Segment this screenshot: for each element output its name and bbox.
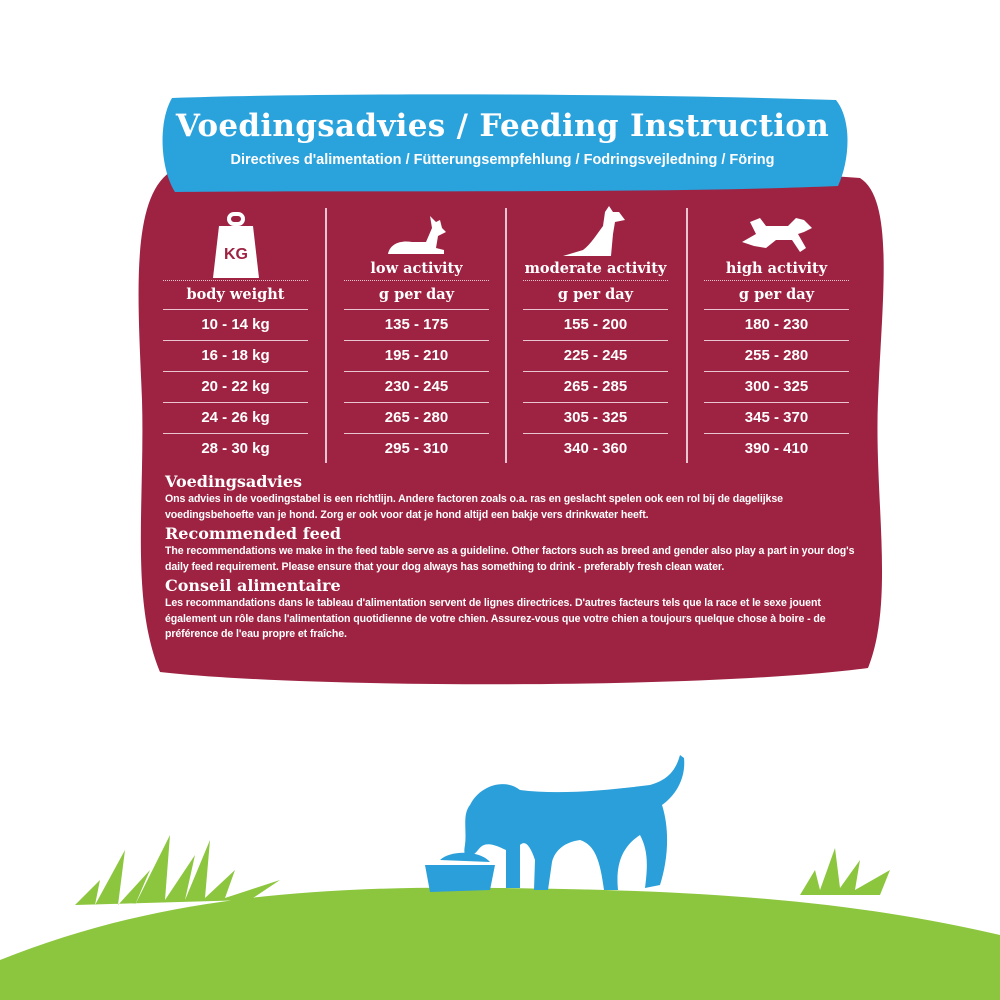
column-divider [505, 208, 507, 463]
svg-text:KG: KG [224, 246, 248, 263]
table-cell: 225 - 245 [523, 341, 668, 372]
dog-eating-illustration [425, 755, 685, 892]
running-dog-icon [704, 200, 849, 258]
table-cell: 24 - 26 kg [163, 403, 308, 434]
table-cell: 230 - 245 [344, 372, 489, 403]
table-cell: 265 - 285 [523, 372, 668, 403]
column-header: g per day [344, 280, 489, 310]
activity-label: high activity [725, 260, 828, 277]
food-bowl-icon [425, 852, 495, 892]
table-cell: 155 - 200 [523, 310, 668, 341]
activity-label: low activity [370, 260, 463, 277]
note-text-nl: Ons advies in de voedingstabel is een ri… [165, 493, 783, 521]
column-low-activity: low activity g per day 135 - 175 195 - 2… [344, 200, 489, 464]
column-body-weight: KG body weight 10 - 14 kg 16 - 18 kg 20 … [163, 200, 308, 464]
page-title: Voedingsadvies / Feeding Instruction [175, 108, 830, 144]
grass-hill [0, 887, 1000, 1000]
column-divider [325, 208, 327, 463]
table-cell: 300 - 325 [704, 372, 849, 403]
grass-tufts-icon [75, 835, 890, 905]
column-header: g per day [704, 280, 849, 310]
table-cell: 345 - 370 [704, 403, 849, 434]
column-divider [686, 208, 688, 463]
table-cell: 20 - 22 kg [163, 372, 308, 403]
title-banner [162, 94, 848, 192]
feeding-notes: Voedingsadvies Ons advies in de voedings… [165, 472, 865, 644]
table-cell: 390 - 410 [744, 440, 809, 457]
table-cell: 28 - 30 kg [201, 440, 270, 457]
column-moderate-activity: moderate activity g per day 155 - 200 22… [523, 200, 668, 464]
table-cell: 340 - 360 [563, 440, 628, 457]
column-header: g per day [523, 280, 668, 310]
column-high-activity: high activity g per day 180 - 230 255 - … [704, 200, 849, 464]
weight-kg-icon: KG [163, 200, 308, 280]
note-heading-fr: Conseil alimentaire [165, 576, 341, 595]
table-cell: 16 - 18 kg [163, 341, 308, 372]
feeding-panel [138, 165, 884, 685]
sitting-dog-icon [523, 200, 668, 258]
table-cell: 255 - 280 [704, 341, 849, 372]
activity-label: moderate activity [524, 260, 667, 277]
table-cell: 295 - 310 [384, 440, 449, 457]
table-cell: 195 - 210 [344, 341, 489, 372]
table-cell: 10 - 14 kg [163, 310, 308, 341]
note-text-en: The recommendations we make in the feed … [165, 545, 855, 573]
column-header: body weight [163, 280, 308, 310]
table-cell: 180 - 230 [704, 310, 849, 341]
note-heading-en: Recommended feed [165, 524, 342, 543]
table-cell: 135 - 175 [344, 310, 489, 341]
note-heading-nl: Voedingsadvies [165, 472, 303, 491]
table-cell: 305 - 325 [523, 403, 668, 434]
page-subtitle: Directives d'alimentation / Fütterungsem… [230, 152, 775, 168]
lying-dog-icon [344, 200, 489, 258]
table-cell: 265 - 280 [344, 403, 489, 434]
note-text-fr: Les recommandations dans le tableau d'al… [165, 597, 826, 640]
